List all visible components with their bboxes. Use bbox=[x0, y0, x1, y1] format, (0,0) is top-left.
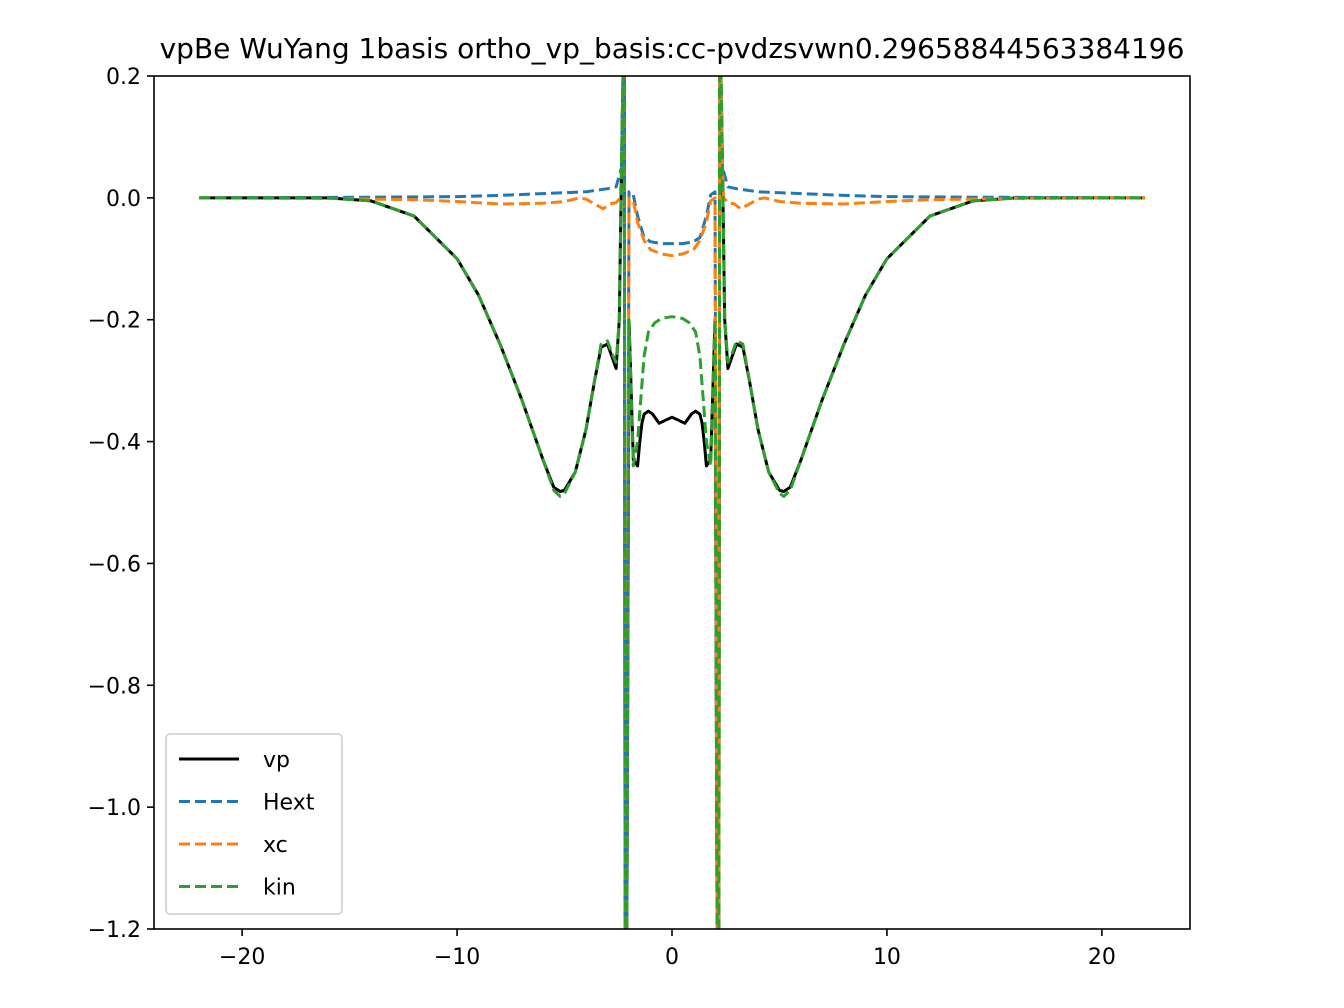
series-line-xc bbox=[199, 76, 1145, 929]
chart-title: vpBe WuYang 1basis ortho_vp_basis:cc-pvd… bbox=[160, 32, 1185, 65]
x-tick-label: 0 bbox=[665, 945, 679, 970]
y-tick-label: −1.0 bbox=[88, 796, 141, 821]
y-axis: 0.2 0.0 −0.2 −0.4 −0.6 −0.8 −1.0 −1.2 bbox=[88, 65, 154, 943]
legend: vp Hext xc kin bbox=[165, 733, 343, 915]
series-layer bbox=[199, 76, 1145, 929]
legend-label: vp bbox=[263, 748, 290, 773]
x-axis: −20 −10 0 10 20 bbox=[219, 929, 1116, 970]
legend-label: xc bbox=[263, 833, 288, 858]
series-line-Hext bbox=[199, 76, 1145, 929]
y-tick-label: 0.2 bbox=[106, 65, 141, 90]
legend-box bbox=[165, 733, 343, 915]
y-tick-label: −1.2 bbox=[88, 918, 141, 943]
x-tick-label: −10 bbox=[434, 945, 480, 970]
series-line-kin bbox=[199, 76, 1145, 929]
legend-label: Hext bbox=[263, 791, 315, 816]
y-tick-label: −0.2 bbox=[88, 309, 141, 334]
x-tick-label: −20 bbox=[219, 945, 265, 970]
x-tick-label: 10 bbox=[873, 945, 901, 970]
y-tick-label: 0.0 bbox=[106, 187, 141, 212]
y-tick-label: −0.4 bbox=[88, 431, 141, 456]
x-tick-label: 20 bbox=[1088, 945, 1116, 970]
legend-label: kin bbox=[263, 876, 296, 901]
y-tick-label: −0.6 bbox=[88, 552, 141, 577]
y-tick-label: −0.8 bbox=[88, 674, 141, 699]
